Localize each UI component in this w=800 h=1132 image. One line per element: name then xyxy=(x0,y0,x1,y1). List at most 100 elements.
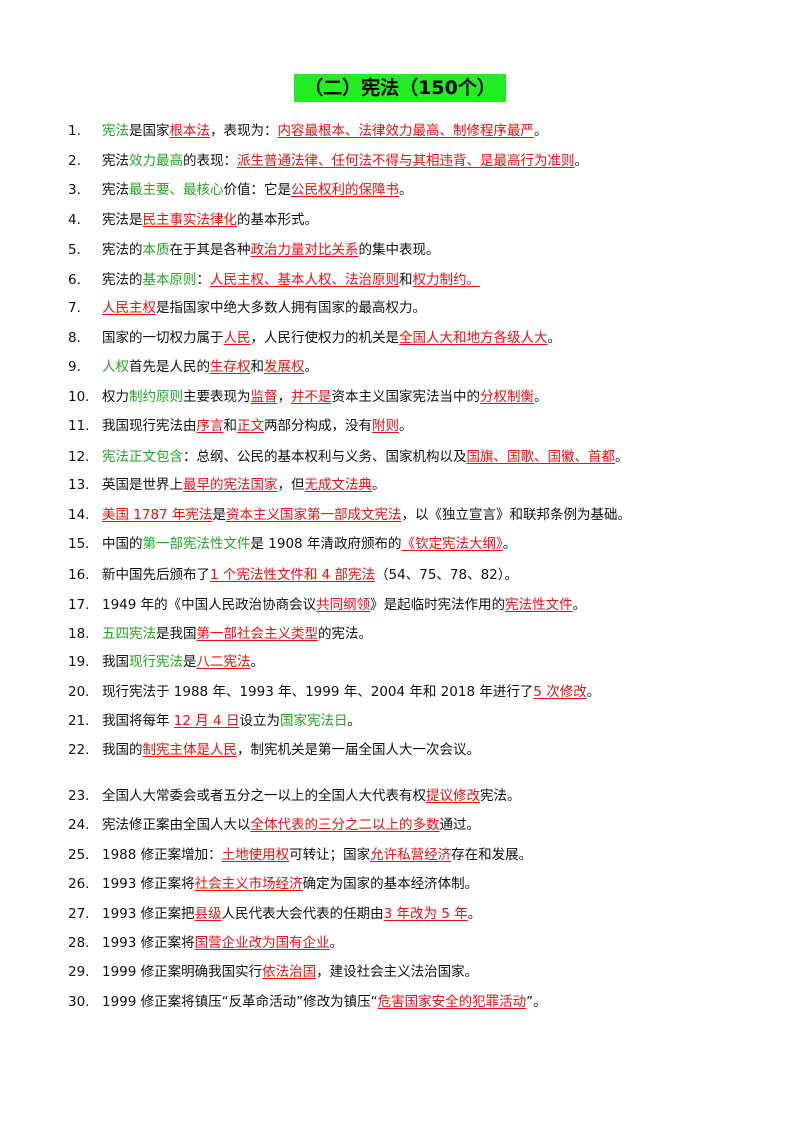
plain-text: 宪法。 xyxy=(480,788,521,804)
item-text: 1993 修正案将社会主义市场经济确定为国家的基本经济体制。 xyxy=(102,876,478,892)
plain-text: 1988 修正案增加： xyxy=(102,847,222,863)
plain-text: 国家的一切权力属于 xyxy=(102,330,224,346)
key-term: 共同纲领 xyxy=(316,597,371,613)
item-number: 18. xyxy=(68,626,90,642)
list-item: 12. 宪法正文包含：总纲、公民的基本权利与义务、国家机构以及国旗、国歌、国徽、首… xyxy=(68,447,748,467)
key-term: 资本主义国家第一部成文宪法 xyxy=(225,507,402,523)
item-number: 27. xyxy=(68,906,90,922)
item-text: 我国现行宪法由序言和正文两部分构成，没有附则。 xyxy=(102,418,413,434)
key-term: 3 年改为 5 年 xyxy=(383,906,468,922)
plain-text: 和 xyxy=(223,418,238,434)
key-term: 1 个宪法性文件和 4 部宪法 xyxy=(210,567,376,583)
plain-text: 。 xyxy=(574,153,589,169)
item-number: 3. xyxy=(68,182,81,198)
plain-text: 是指国家中绝大多数人拥有国家的最高权力。 xyxy=(156,300,426,316)
key-term: 八二宪法 xyxy=(196,654,251,670)
plain-text: 确定为国家的基本经济体制。 xyxy=(302,876,479,892)
plain-text: 是 xyxy=(183,654,197,670)
item-text: 新中国先后颁布了1 个宪法性文件和 4 部宪法（54、75、78、82）。 xyxy=(102,567,518,583)
plain-text: 的基本形式。 xyxy=(237,212,318,228)
key-term: 派生普通法律、任何法不得与其相违背、是最高行为准则 xyxy=(237,153,575,169)
item-text: 我国将每年 12 月 4 日设立为国家宪法日。 xyxy=(102,713,361,729)
plain-text: 。 xyxy=(502,536,517,552)
item-text: 宪法的基本原则：人民主权、基本人权、法治原则和权力制约。 xyxy=(102,272,480,288)
list-item: 17. 1949 年的《中国人民政治协商会议共同纲领》是起临时宪法作用的宪法性文件… xyxy=(68,595,748,615)
list-item: 13. 英国是世界上最早的宪法国家，但无成文法典。 xyxy=(68,475,748,495)
key-term: 正文 xyxy=(237,418,264,434)
key-term: 允许私营经济 xyxy=(370,847,452,863)
plain-text: ，以《独立宣言》和联邦条例为基础。 xyxy=(401,507,631,523)
item-text: 权力制约原则主要表现为监督，并不是资本主义国家宪法当中的分权制衡。 xyxy=(102,389,548,405)
key-term: 公民权利的保障书 xyxy=(291,182,399,198)
topic-term: 人权 xyxy=(102,359,129,375)
plain-text: 1993 修正案将 xyxy=(102,935,195,951)
item-number: 19. xyxy=(68,654,90,670)
plain-text: 。 xyxy=(347,713,361,729)
list-item: 21. 我国将每年 12 月 4 日设立为国家宪法日。 xyxy=(68,711,748,731)
list-item: 1. 宪法是国家根本法，表现为：内容最根本、法律效力最高、制修程序最严。 xyxy=(68,121,748,141)
plain-text: 是 xyxy=(212,507,226,523)
key-term: 无成文法典 xyxy=(304,477,373,493)
list-item: 3. 宪法最主要、最核心价值：它是公民权利的保障书。 xyxy=(68,180,748,200)
item-number: 8. xyxy=(68,330,81,346)
key-term: 社会主义市场经济 xyxy=(194,876,303,892)
plain-text: 我国的 xyxy=(102,742,143,758)
plain-text: 现行宪法于 1988 年、1993 年、1999 年、2004 年和 2018 … xyxy=(102,684,534,700)
plain-text: 宪法 xyxy=(102,182,129,198)
item-number: 2. xyxy=(68,153,81,169)
item-text: 宪法正文包含：总纲、公民的基本权利与义务、国家机构以及国旗、国歌、国徽、首都。 xyxy=(102,449,629,465)
plain-text: 。 xyxy=(534,389,548,405)
key-term: 提议修改 xyxy=(426,788,480,804)
topic-term: 国家宪法日 xyxy=(279,713,348,729)
plain-text: 宪法修正案由全国人大以 xyxy=(102,817,251,833)
plain-text: 宪法的 xyxy=(102,242,143,258)
plain-text: ，人民行使权力的机关是 xyxy=(250,330,400,346)
list-item: 10. 权力制约原则主要表现为监督，并不是资本主义国家宪法当中的分权制衡。 xyxy=(68,387,748,407)
list-item: 6. 宪法的基本原则：人民主权、基本人权、法治原则和权力制约。 xyxy=(68,270,748,290)
plain-text: 1993 修正案把 xyxy=(102,906,195,922)
item-text: 我国的制宪主体是人民，制宪机关是第一届全国人大一次会议。 xyxy=(102,742,480,758)
plain-text: 1993 修正案将 xyxy=(102,876,195,892)
key-term: 制宪主体是人民 xyxy=(142,742,238,758)
item-text: 英国是世界上最早的宪法国家，但无成文法典。 xyxy=(102,477,386,493)
item-number: 23. xyxy=(68,788,90,804)
item-text: 现行宪法于 1988 年、1993 年、1999 年、2004 年和 2018 … xyxy=(102,684,600,700)
item-number: 22. xyxy=(68,742,90,758)
item-number: 25. xyxy=(68,847,90,863)
list-item: 29. 1999 修正案明确我国实行依法治国，建设社会主义法治国家。 xyxy=(68,962,748,982)
item-number: 26. xyxy=(68,876,90,892)
key-term: 附则 xyxy=(372,418,399,434)
list-item: 8. 国家的一切权力属于人民，人民行使权力的机关是全国人大和地方各级人大。 xyxy=(68,328,748,348)
plain-text: 在于其是各种 xyxy=(169,242,251,258)
item-number: 10. xyxy=(68,389,90,405)
key-term: 《钦定宪法大纲》 xyxy=(401,536,503,552)
list-item: 15. 中国的第一部宪法性文件是 1908 年清政府颁布的《钦定宪法大纲》。 xyxy=(68,534,748,554)
topic-term: 第一部宪法性文件 xyxy=(142,536,251,552)
key-term: 分权制衡 xyxy=(480,389,534,405)
item-number: 13. xyxy=(68,477,90,493)
plain-text: 可转让；国家 xyxy=(289,847,371,863)
item-text: 宪法的本质在于其是各种政治力量对比关系的集中表现。 xyxy=(102,242,440,258)
item-number: 4. xyxy=(68,212,81,228)
plain-text: 。 xyxy=(304,359,319,375)
list-item: 18. 五四宪法是我国第一部社会主义类型的宪法。 xyxy=(68,624,748,644)
topic-term: 本质 xyxy=(142,242,170,258)
item-text: 1999 修正案将镇压“反革命活动”修改为镇压“危害国家安全的犯罪活动”。 xyxy=(102,994,547,1010)
plain-text: 我国 xyxy=(102,654,129,670)
item-text: 1999 修正案明确我国实行依法治国，建设社会主义法治国家。 xyxy=(102,964,478,980)
list-item: 27. 1993 修正案把县级人民代表大会代表的任期由3 年改为 5 年。 xyxy=(68,904,748,924)
plain-text: 设立为 xyxy=(239,713,280,729)
key-term: 国营企业改为国有企业 xyxy=(194,935,330,951)
topic-term: 最主要、最核心 xyxy=(129,182,224,198)
topic-term: 效力最高 xyxy=(129,153,183,169)
plain-text: 。 xyxy=(372,477,386,493)
item-number: 20. xyxy=(68,684,90,700)
key-term: 序言 xyxy=(196,418,224,434)
list-item: 7. 人民主权是指国家中绝大多数人拥有国家的最高权力。 xyxy=(68,298,748,318)
plain-text: 英国是世界上 xyxy=(102,477,183,493)
plain-text: 人民代表大会代表的任期由 xyxy=(221,906,384,922)
list-item: 20. 现行宪法于 1988 年、1993 年、1999 年、2004 年和 20… xyxy=(68,682,748,702)
list-item: 9. 人权首先是人民的生存权和发展权。 xyxy=(68,357,748,377)
item-number: 14. xyxy=(68,507,90,523)
key-term: 人民主权 xyxy=(102,300,156,316)
